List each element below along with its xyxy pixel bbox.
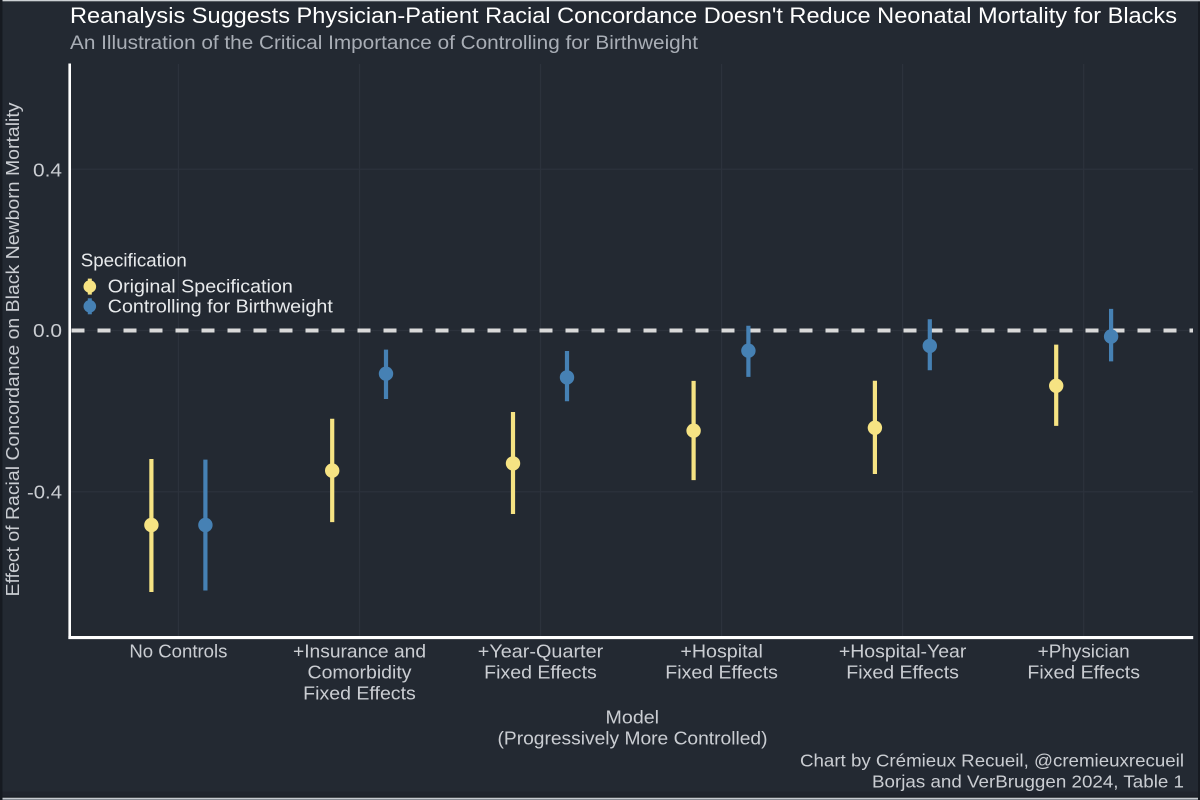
svg-text:Effect of Racial Concordance o: Effect of Racial Concordance on Black Ne… (2, 102, 23, 597)
svg-text:Fixed Effects: Fixed Effects (1027, 663, 1140, 683)
svg-text:Fixed Effects: Fixed Effects (846, 663, 959, 683)
svg-text:Fixed Effects: Fixed Effects (303, 684, 416, 704)
svg-text:Specification: Specification (81, 250, 187, 270)
svg-text:0.0: 0.0 (33, 321, 62, 341)
svg-text:-0.4: -0.4 (27, 482, 62, 502)
svg-text:(Progressively More Controlled: (Progressively More Controlled) (498, 728, 768, 749)
svg-text:No Controls: No Controls (129, 642, 227, 662)
svg-text:An Illustration of the Critica: An Illustration of the Critical Importan… (70, 33, 699, 54)
svg-text:Comorbidity: Comorbidity (308, 663, 412, 683)
svg-text:+Hospital: +Hospital (680, 642, 763, 662)
svg-text:Borjas and VerBruggen 2024, Ta: Borjas and VerBruggen 2024, Table 1 (872, 772, 1184, 792)
svg-text:+Physician: +Physician (1038, 642, 1130, 662)
svg-text:0.4: 0.4 (33, 161, 62, 181)
svg-text:+Insurance and: +Insurance and (293, 642, 426, 662)
svg-text:+Hospital-Year: +Hospital-Year (839, 642, 967, 662)
svg-text:Fixed Effects: Fixed Effects (665, 663, 778, 683)
svg-text:Model: Model (606, 707, 660, 728)
svg-text:Reanalysis Suggests Physician-: Reanalysis Suggests Physician-Patient Ra… (70, 3, 1177, 28)
svg-text:Chart by Crémieux Recueil, @cr: Chart by Crémieux Recueil, @cremieuxrecu… (800, 751, 1184, 771)
svg-text:+Year-Quarter: +Year-Quarter (478, 642, 603, 662)
svg-text:Controlling for Birthweight: Controlling for Birthweight (108, 297, 333, 317)
svg-text:Original Specification: Original Specification (108, 277, 293, 297)
svg-text:Fixed Effects: Fixed Effects (484, 663, 597, 683)
